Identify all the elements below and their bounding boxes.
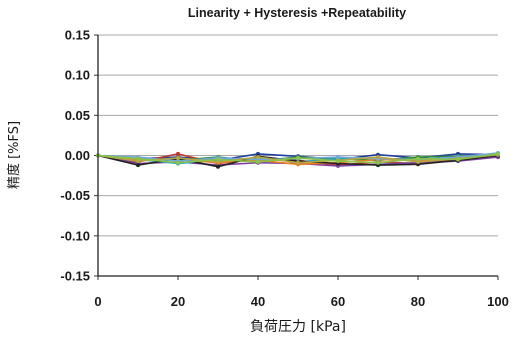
series-group	[96, 151, 500, 169]
data-point	[376, 160, 380, 165]
series-10	[96, 151, 500, 165]
grid	[98, 34, 498, 237]
data-point	[496, 151, 500, 156]
data-point	[136, 156, 140, 161]
data-point	[456, 157, 460, 162]
x-tick-label: 80	[411, 294, 425, 309]
data-point	[416, 156, 420, 161]
data-point	[176, 160, 180, 165]
data-point	[176, 155, 180, 160]
data-point	[136, 163, 140, 168]
data-point	[336, 159, 340, 164]
chart-title: Linearity + Hysteresis +Repeatability	[188, 6, 406, 20]
y-axis-label: 精度 [%FS]	[6, 121, 22, 189]
y-tick-label: -0.05	[60, 188, 90, 203]
x-tick-label: 40	[251, 294, 265, 309]
x-tick-label: 60	[331, 294, 345, 309]
axes	[97, 35, 498, 277]
x-tick-label: 100	[487, 294, 509, 309]
data-point	[176, 151, 180, 156]
x-axis-ticks: 0 20 40 60 80 100	[94, 276, 509, 309]
data-point	[256, 155, 260, 160]
data-point	[256, 159, 260, 164]
y-tick-label: 0.10	[65, 68, 90, 83]
data-point	[216, 164, 220, 169]
y-tick-label: 0.15	[65, 28, 90, 43]
data-point	[296, 155, 300, 160]
x-tick-label: 0	[94, 294, 101, 309]
y-tick-label: 0.05	[65, 108, 90, 123]
y-tick-label: 0.00	[65, 148, 90, 163]
data-point	[296, 160, 300, 165]
data-point	[416, 159, 420, 164]
y-tick-label: -0.10	[60, 228, 90, 243]
y-tick-label: -0.15	[60, 269, 90, 284]
x-tick-label: 20	[171, 294, 185, 309]
x-axis-label: 負荷圧力 [kPa]	[250, 319, 346, 335]
data-point	[216, 157, 220, 162]
data-point	[376, 155, 380, 160]
data-point	[336, 155, 340, 160]
y-axis-ticks: 0.15 0.10 0.05 0.00 -0.05 -0.10 -0.15	[60, 28, 98, 284]
